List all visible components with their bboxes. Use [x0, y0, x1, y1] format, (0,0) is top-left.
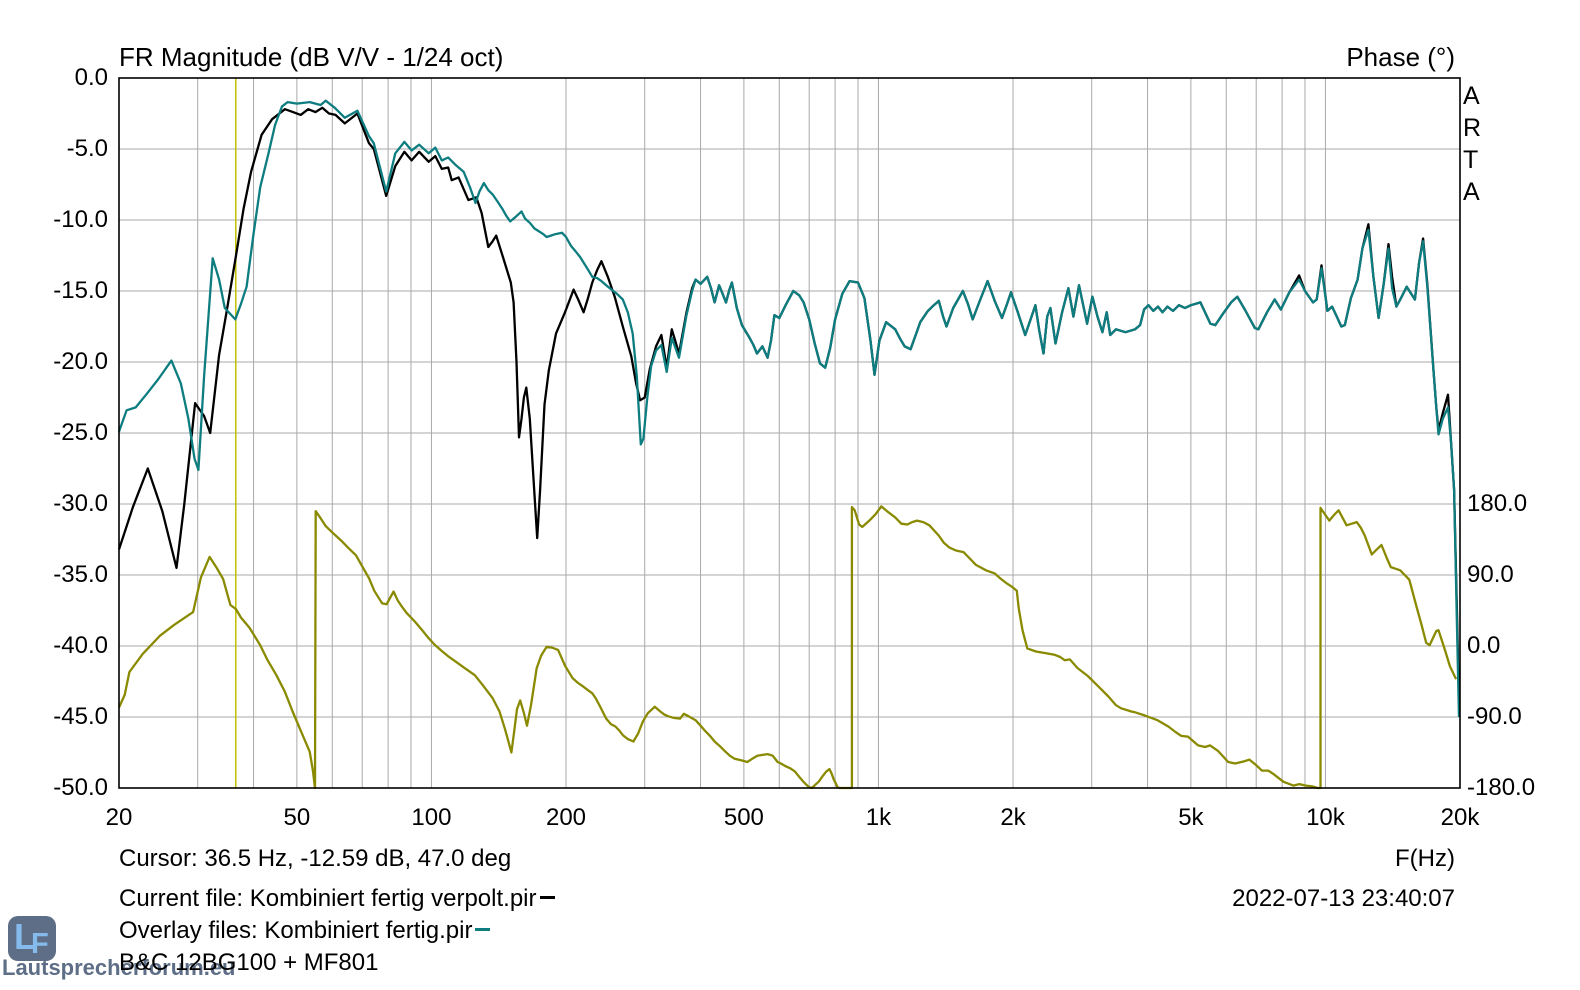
x-axis-tick-label: 20 [105, 804, 133, 831]
current-file-label: Current file: Kombiniert fertig verpolt.… [119, 885, 537, 912]
logo-letter-f: F [31, 928, 49, 960]
y-axis-right-tick-label: 90.0 [1467, 561, 1514, 588]
x-axis-tick-label: 100 [411, 804, 452, 831]
y-axis-left-tick-label: -15.0 [53, 277, 108, 304]
magnitude-overlay-curve [117, 99, 1461, 718]
overlay-file-label: Overlay files: Kombiniert fertig.pir [119, 917, 473, 944]
y-axis-left-tick-label: -50.0 [53, 774, 108, 801]
y-axis-left-tick-label: -30.0 [53, 490, 108, 517]
x-axis-tick-label: 50 [283, 804, 311, 831]
y-axis-left-tick-label: -5.0 [66, 135, 108, 162]
x-axis-unit-label: F(Hz) [1395, 845, 1455, 872]
arta-letter: T [1463, 146, 1479, 174]
x-axis-tick-label: 10k [1306, 804, 1345, 831]
current-file-row: Current file: Kombiniert fertig verpolt.… [119, 886, 555, 912]
x-axis-tick-label: 5k [1178, 804, 1204, 831]
current-file-color-swatch [539, 896, 555, 900]
y-axis-left-tick-label: -35.0 [53, 561, 108, 588]
arta-letter: A [1463, 82, 1480, 110]
note-text: B&C 12BG100 + MF801 [119, 949, 379, 976]
y-axis-left-tick-label: -20.0 [53, 348, 108, 375]
x-axis-tick-label: 20k [1440, 804, 1480, 831]
phase-curve [117, 505, 1458, 790]
arta-letter: R [1463, 114, 1482, 142]
lautsprecherforum-logo: L F [8, 916, 56, 961]
y-axis-right-tick-label: 180.0 [1467, 490, 1528, 517]
x-axis-tick-label: 2k [1000, 804, 1026, 831]
y-axis-left-tick-label: -25.0 [53, 419, 108, 446]
right-axis-title: Phase (°) [1346, 42, 1455, 72]
y-axis-left-tick-label: -40.0 [53, 632, 108, 659]
cursor-readout: Cursor: 36.5 Hz, -12.59 dB, 47.0 deg [119, 845, 512, 872]
chart-title: FR Magnitude (dB V/V - 1/24 oct) [119, 42, 504, 72]
logo-letter-l: L [14, 916, 36, 957]
y-axis-right-tick-label: -180.0 [1467, 774, 1536, 801]
y-axis-left-tick-label: -10.0 [53, 206, 108, 233]
arta-letter: A [1463, 178, 1480, 206]
plot-border [118, 77, 1461, 789]
magnitude-current-curve [117, 106, 1461, 703]
y-axis-right-tick-label: 0.0 [1467, 632, 1501, 659]
overlay-file-color-swatch [475, 928, 491, 932]
arta-watermark: A R T A [1463, 84, 1481, 205]
timestamp: 2022-07-13 23:40:07 [1232, 885, 1455, 912]
x-axis-tick-label: 1k [865, 804, 892, 831]
x-axis-tick-label: 500 [723, 804, 764, 831]
y-axis-left-tick-label: 0.0 [74, 64, 108, 91]
y-axis-right-tick-label: -90.0 [1467, 703, 1522, 730]
overlay-file-row: Overlay files: Kombiniert fertig.pir [119, 917, 491, 944]
x-axis-tick-label: 200 [545, 804, 587, 831]
y-axis-left-tick-label: -45.0 [53, 703, 108, 730]
